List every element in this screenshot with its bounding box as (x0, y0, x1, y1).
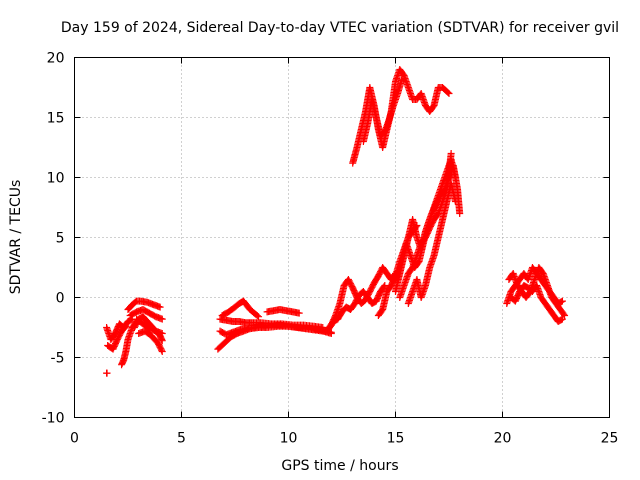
data-point (380, 283, 388, 291)
data-point (121, 323, 129, 331)
x-axis: 0 5 10 15 20 25 (70, 57, 619, 447)
y-tick-label: 0 (56, 291, 65, 307)
chart-title: Day 159 of 2024, Sidereal Day-to-day VTE… (61, 20, 619, 36)
data-point (445, 90, 453, 97)
data-point (255, 313, 263, 321)
data-point (158, 346, 166, 354)
y-tick-label: 10 (47, 171, 65, 187)
x-tick-label: 15 (387, 431, 405, 447)
data-point (444, 89, 452, 96)
data-point (158, 337, 166, 345)
y-tick-label: 5 (56, 231, 65, 247)
x-tick-label: 25 (601, 431, 619, 447)
data-point (456, 210, 464, 217)
data-point (295, 309, 303, 317)
data-point (158, 315, 166, 323)
y-tick-label: 15 (47, 111, 65, 127)
data-point (253, 312, 261, 320)
data-point (156, 303, 164, 311)
data-point (447, 150, 455, 157)
data-point (558, 315, 566, 323)
data-point (561, 312, 569, 319)
y-tick-label: -5 (51, 351, 65, 367)
data-points (103, 66, 569, 377)
x-tick-label: 0 (70, 431, 79, 447)
data-point (398, 75, 406, 83)
y-axis-title: SDTVAR / TECUs (8, 180, 24, 295)
data-point (327, 330, 335, 337)
data-point (103, 369, 111, 377)
x-tick-label: 5 (177, 431, 186, 447)
data-point (158, 330, 166, 337)
x-axis-title: GPS time / hours (281, 458, 398, 474)
y-tick-label: -10 (42, 411, 65, 427)
data-point (122, 322, 130, 330)
grid-lines (74, 57, 610, 418)
data-point (451, 198, 459, 205)
x-tick-label: 20 (494, 431, 512, 447)
data-point (381, 282, 389, 289)
data-point (558, 297, 566, 305)
x-tick-label: 10 (280, 431, 298, 447)
data-point (560, 310, 568, 318)
data-point (158, 348, 166, 355)
y-tick-label: 20 (47, 51, 65, 67)
y-axis: -10 -5 0 5 10 15 20 (42, 51, 610, 427)
